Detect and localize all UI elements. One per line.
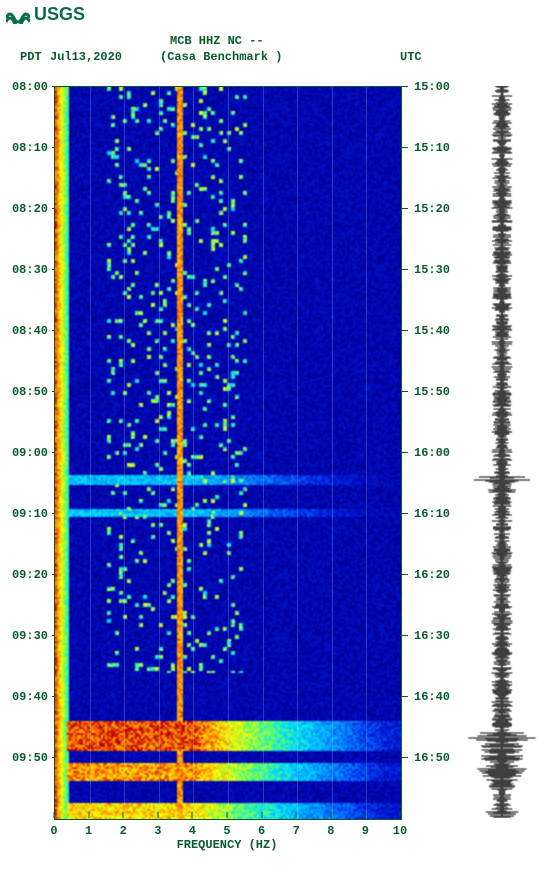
xtick: 9 — [362, 824, 369, 838]
xtick: 5 — [223, 824, 230, 838]
xtick: 4 — [189, 824, 196, 838]
tz-left-label: PDT — [20, 50, 42, 64]
ytick-right: 15:30 — [414, 263, 450, 277]
x-axis-label: FREQUENCY (HZ) — [54, 838, 400, 852]
ytick-left: 08:40 — [12, 324, 48, 338]
ytick-left: 08:20 — [12, 202, 48, 216]
spectrogram-panel — [54, 86, 402, 820]
xtick: 8 — [327, 824, 334, 838]
xtick: 10 — [393, 824, 407, 838]
xtick: 0 — [50, 824, 57, 838]
station-name: (Casa Benchmark ) — [160, 50, 282, 64]
ytick-left: 09:40 — [12, 690, 48, 704]
station-code: MCB HHZ NC -- — [170, 34, 264, 48]
ytick-right: 16:10 — [414, 507, 450, 521]
usgs-logo: USGS — [6, 4, 85, 25]
xtick: 3 — [154, 824, 161, 838]
usgs-wave-icon — [6, 6, 30, 24]
ytick-left: 09:50 — [12, 751, 48, 765]
xtick: 7 — [293, 824, 300, 838]
ytick-right: 15:10 — [414, 141, 450, 155]
ytick-left: 09:20 — [12, 568, 48, 582]
ytick-right: 15:50 — [414, 385, 450, 399]
seismogram-canvas — [462, 86, 542, 818]
ytick-right: 16:00 — [414, 446, 450, 460]
ytick-right: 15:00 — [414, 80, 450, 94]
y-axis-left-pdt: 08:0008:1008:2008:3008:4008:5009:0009:10… — [6, 86, 52, 818]
ytick-left: 08:10 — [12, 141, 48, 155]
xtick: 2 — [120, 824, 127, 838]
ytick-right: 16:20 — [414, 568, 450, 582]
usgs-logo-text: USGS — [34, 4, 85, 25]
xtick: 6 — [258, 824, 265, 838]
ytick-right: 16:30 — [414, 629, 450, 643]
ytick-left: 09:10 — [12, 507, 48, 521]
ytick-right: 16:40 — [414, 690, 450, 704]
ytick-left: 08:30 — [12, 263, 48, 277]
ytick-left: 08:00 — [12, 80, 48, 94]
date-label: Jul13,2020 — [50, 50, 122, 64]
ytick-right: 16:50 — [414, 751, 450, 765]
tz-right-label: UTC — [400, 50, 422, 64]
ytick-right: 15:20 — [414, 202, 450, 216]
y-axis-right-utc: 15:0015:1015:2015:3015:4015:5016:0016:10… — [400, 86, 460, 818]
ytick-right: 15:40 — [414, 324, 450, 338]
seismogram-panel — [462, 86, 542, 818]
xtick: 1 — [85, 824, 92, 838]
ytick-left: 08:50 — [12, 385, 48, 399]
ytick-left: 09:00 — [12, 446, 48, 460]
ytick-left: 09:30 — [12, 629, 48, 643]
